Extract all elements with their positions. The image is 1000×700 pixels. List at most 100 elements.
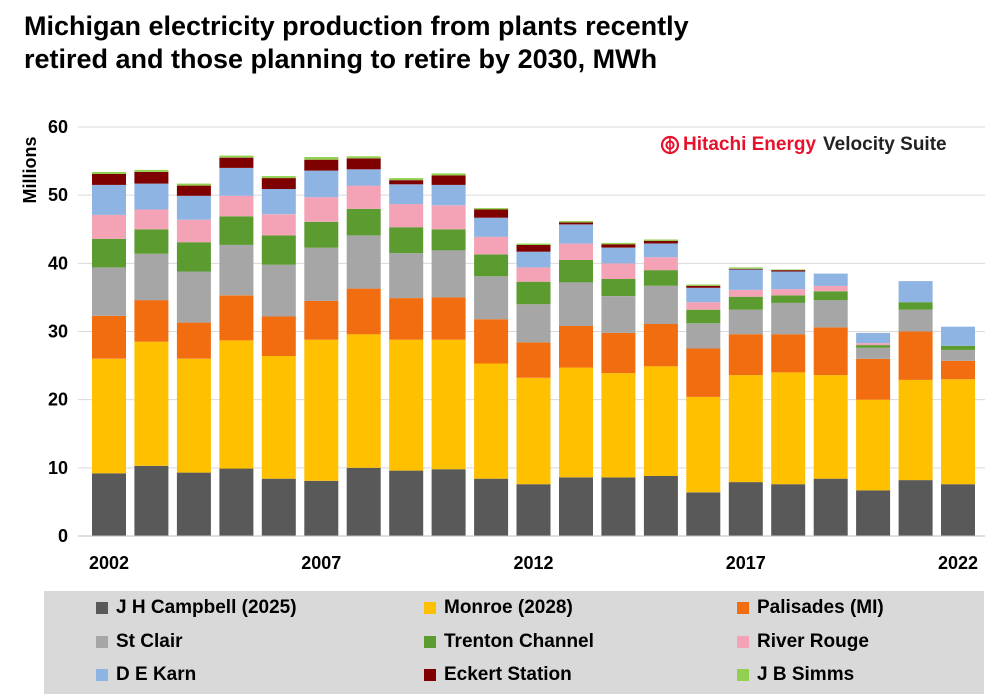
- bar-stack-2007: [304, 157, 339, 536]
- legend-label: St Clair: [116, 631, 183, 652]
- bar-segment: [813, 300, 848, 328]
- bar-segment: [346, 156, 381, 159]
- bar-segment: [728, 375, 763, 483]
- bar-segment: [176, 183, 211, 186]
- bar-segment: [176, 472, 211, 536]
- bar-stack-2012: [516, 243, 551, 536]
- bar-segment: [176, 242, 211, 272]
- bar-segment: [219, 157, 254, 168]
- bar-stack-2004: [176, 183, 211, 536]
- bar-segment: [304, 170, 339, 198]
- bar-stack-2008: [346, 156, 381, 536]
- bar-segment: [643, 240, 678, 244]
- bar-segment: [92, 267, 126, 316]
- bar-segment: [643, 285, 678, 324]
- x-tick-label: 2022: [938, 553, 978, 573]
- bar-segment: [134, 169, 169, 172]
- bar-segment: [601, 263, 636, 279]
- bar-stacks: [78, 155, 985, 537]
- bar-segment: [643, 270, 678, 286]
- bar-segment: [559, 259, 593, 283]
- legend-label: Palisades (MI): [757, 597, 884, 618]
- bar-stack-2002: [92, 172, 126, 536]
- bar-stack-2011: [474, 208, 509, 536]
- y-tick-label: 30: [48, 322, 68, 342]
- chart-legend: J H Campbell (2025) Monroe (2028) Palisade…: [44, 591, 984, 694]
- bar-segment: [219, 216, 254, 245]
- bar-segment: [686, 287, 721, 303]
- bar-segment: [856, 399, 891, 491]
- bar-stack-2016: [686, 284, 721, 536]
- bar-segment: [686, 302, 721, 310]
- bar-segment: [346, 467, 381, 536]
- legend-swatch: [96, 602, 108, 614]
- bar-segment: [261, 176, 296, 179]
- bar-segment: [601, 279, 636, 296]
- bar-segment: [176, 185, 211, 196]
- bar-segment: [559, 282, 593, 326]
- bar-segment: [771, 271, 806, 290]
- bar-segment: [643, 324, 678, 367]
- bar-segment: [92, 358, 126, 474]
- bar-segment: [176, 271, 211, 323]
- bar-segment: [219, 244, 254, 296]
- bar-segment: [813, 375, 848, 479]
- bar-segment: [92, 174, 126, 185]
- x-tick-label: 2002: [89, 553, 129, 573]
- bar-segment: [601, 296, 636, 333]
- watermark-brand: Hitachi Energy: [683, 134, 817, 155]
- bar-segment: [389, 184, 424, 205]
- bar-segment: [898, 309, 933, 332]
- bar-segment: [516, 243, 551, 245]
- bar-segment: [474, 208, 509, 210]
- bar-segment: [771, 295, 806, 303]
- bar-segment: [856, 332, 891, 344]
- bar-segment: [176, 195, 211, 220]
- x-tick-label: 2007: [301, 553, 341, 573]
- bar-stack-2006: [261, 176, 296, 536]
- bar-stack-2021: [898, 281, 933, 536]
- bar-stack-2019: [813, 273, 848, 536]
- bar-stack-2018: [771, 269, 806, 536]
- bar-segment: [389, 298, 424, 340]
- legend-swatch: [737, 669, 749, 681]
- bar-stack-2022: [941, 326, 975, 536]
- bar-segment: [346, 158, 381, 170]
- x-axis-ticks: 2002 2007 2012 2017 2022: [89, 553, 978, 573]
- legend-label: Monroe (2028): [444, 597, 573, 618]
- bar-segment: [261, 478, 296, 536]
- bar-stack-2009: [389, 178, 424, 536]
- bar-segment: [601, 332, 636, 374]
- bar-segment: [92, 238, 126, 268]
- bar-segment: [176, 322, 211, 359]
- bar-segment: [686, 285, 721, 288]
- legend-item: Monroe (2028): [424, 594, 573, 622]
- legend-item: St Clair: [96, 628, 183, 656]
- bar-segment: [771, 269, 806, 271]
- bar-segment: [219, 340, 254, 469]
- bar-segment: [134, 465, 169, 536]
- bar-segment: [686, 284, 721, 286]
- bar-segment: [92, 172, 126, 174]
- bar-segment: [559, 326, 593, 368]
- bar-segment: [686, 492, 721, 536]
- bar-segment: [898, 379, 933, 481]
- bar-segment: [219, 167, 254, 196]
- bar-segment: [261, 264, 296, 317]
- bar-segment: [728, 296, 763, 310]
- bar-segment: [431, 205, 466, 230]
- bar-stack-2005: [219, 155, 254, 536]
- bar-segment: [686, 309, 721, 324]
- bar-segment: [92, 315, 126, 359]
- bar-segment: [941, 326, 975, 346]
- bar-segment: [559, 222, 593, 225]
- bar-segment: [856, 490, 891, 536]
- stacked-bar-chart: 0 10 20 30 40 50 60 2002 2007 2012 2017 2022 Milli…: [20, 117, 985, 573]
- bar-segment: [686, 396, 721, 493]
- bar-segment: [431, 229, 466, 251]
- bar-segment: [474, 319, 509, 364]
- y-tick-label: 10: [48, 458, 68, 478]
- bar-segment: [304, 159, 339, 171]
- bar-segment: [728, 267, 763, 269]
- bar-segment: [92, 473, 126, 536]
